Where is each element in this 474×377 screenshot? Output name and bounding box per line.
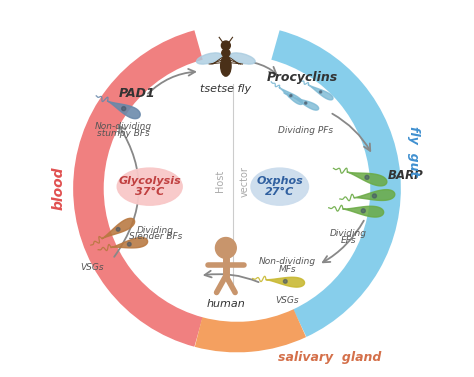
Text: vector: vector	[240, 166, 250, 196]
Circle shape	[305, 102, 307, 104]
Text: Oxphos: Oxphos	[256, 176, 303, 186]
Text: Dividing: Dividing	[330, 229, 367, 238]
Text: Procyclins: Procyclins	[266, 70, 337, 84]
Circle shape	[122, 107, 126, 111]
Polygon shape	[347, 172, 387, 186]
Text: EFs: EFs	[341, 236, 356, 245]
Text: Slender BFs: Slender BFs	[128, 232, 182, 241]
Polygon shape	[293, 97, 319, 110]
Text: BARP: BARP	[387, 169, 423, 182]
Text: Non-dividing: Non-dividing	[259, 257, 316, 266]
Text: VSGs: VSGs	[275, 296, 299, 305]
Text: VSGs: VSGs	[80, 263, 104, 272]
Polygon shape	[343, 206, 383, 217]
Circle shape	[109, 60, 365, 317]
Text: Dividing PFs: Dividing PFs	[278, 126, 333, 135]
Circle shape	[116, 227, 120, 231]
Text: 27°C: 27°C	[265, 187, 294, 197]
Polygon shape	[108, 101, 140, 119]
Ellipse shape	[221, 56, 231, 76]
Polygon shape	[309, 85, 333, 100]
Circle shape	[319, 91, 322, 93]
Polygon shape	[102, 218, 135, 239]
Text: MFs: MFs	[278, 265, 296, 274]
Circle shape	[216, 238, 236, 258]
Text: Non-dividing: Non-dividing	[95, 123, 152, 131]
Ellipse shape	[117, 168, 182, 205]
Polygon shape	[354, 190, 395, 201]
Circle shape	[290, 95, 292, 97]
Text: stumpy BFs: stumpy BFs	[97, 129, 150, 138]
Circle shape	[365, 175, 369, 179]
Polygon shape	[266, 277, 304, 287]
Text: PAD1: PAD1	[118, 87, 155, 100]
Circle shape	[128, 242, 131, 246]
Text: fly  gut: fly gut	[407, 126, 420, 176]
Circle shape	[283, 279, 287, 283]
Polygon shape	[111, 238, 147, 248]
Text: Dividing: Dividing	[137, 226, 174, 234]
Circle shape	[361, 209, 365, 213]
Circle shape	[373, 194, 376, 198]
Text: blood: blood	[52, 167, 66, 210]
Circle shape	[221, 41, 230, 50]
Text: Host: Host	[215, 170, 225, 192]
Text: salivary  gland: salivary gland	[278, 351, 382, 364]
Text: Glycolysis: Glycolysis	[118, 176, 181, 186]
Ellipse shape	[230, 53, 255, 64]
Ellipse shape	[197, 53, 222, 64]
Text: 37°C: 37°C	[135, 187, 164, 197]
Text: tsetse fly: tsetse fly	[201, 84, 251, 95]
Polygon shape	[279, 87, 303, 104]
Ellipse shape	[251, 168, 309, 205]
Text: human: human	[207, 299, 245, 309]
Ellipse shape	[222, 49, 230, 57]
